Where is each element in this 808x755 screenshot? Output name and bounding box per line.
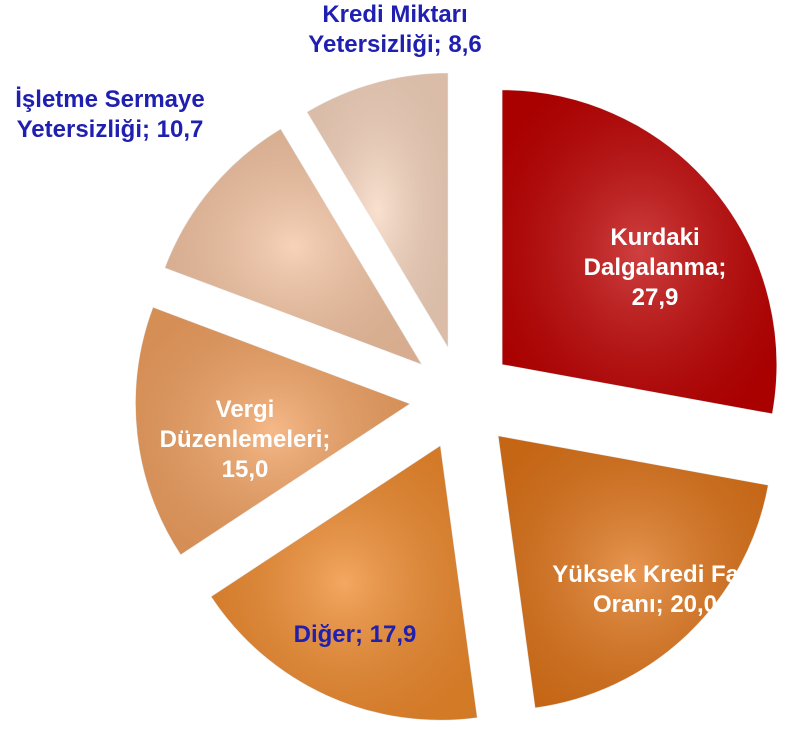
value-label: 15,0 bbox=[221, 456, 269, 483]
data-label: Diğer; 17,9 bbox=[225, 620, 485, 650]
slice-shine bbox=[210, 445, 478, 721]
category-label: Vergi Düzenlemeleri; bbox=[159, 396, 331, 453]
category-label: Yüksek Kredi Faiz Oranı; bbox=[552, 561, 758, 618]
data-label: Kredi Miktarı Yetersizliği; 8,6 bbox=[270, 0, 520, 60]
slice-shine bbox=[164, 128, 423, 365]
category-label: Kurdaki Dalgalanma; bbox=[583, 224, 727, 281]
slice-shine bbox=[306, 72, 449, 348]
data-label: Kurdaki Dalgalanma; 27,9 bbox=[575, 223, 735, 313]
data-label: Yüksek Kredi Faiz Oranı; 20,0 bbox=[545, 560, 765, 620]
category-label: Diğer; bbox=[293, 621, 363, 648]
slice-shine bbox=[135, 307, 411, 555]
value-label: 20,0 bbox=[670, 591, 718, 618]
value-label: 8,6 bbox=[448, 31, 482, 58]
category-label: İşletme Sermaye Yetersizliği; bbox=[15, 86, 205, 143]
category-label: Kredi Miktarı Yetersizliği; bbox=[308, 1, 468, 58]
value-label: 27,9 bbox=[631, 284, 679, 311]
data-label: Vergi Düzenlemeleri; 15,0 bbox=[135, 395, 355, 485]
data-label: İşletme Sermaye Yetersizliği; 10,7 bbox=[15, 85, 205, 145]
slice-shine bbox=[501, 89, 777, 415]
value-label: 17,9 bbox=[369, 621, 417, 648]
value-label: 10,7 bbox=[156, 116, 204, 143]
slice-shine bbox=[497, 435, 769, 709]
